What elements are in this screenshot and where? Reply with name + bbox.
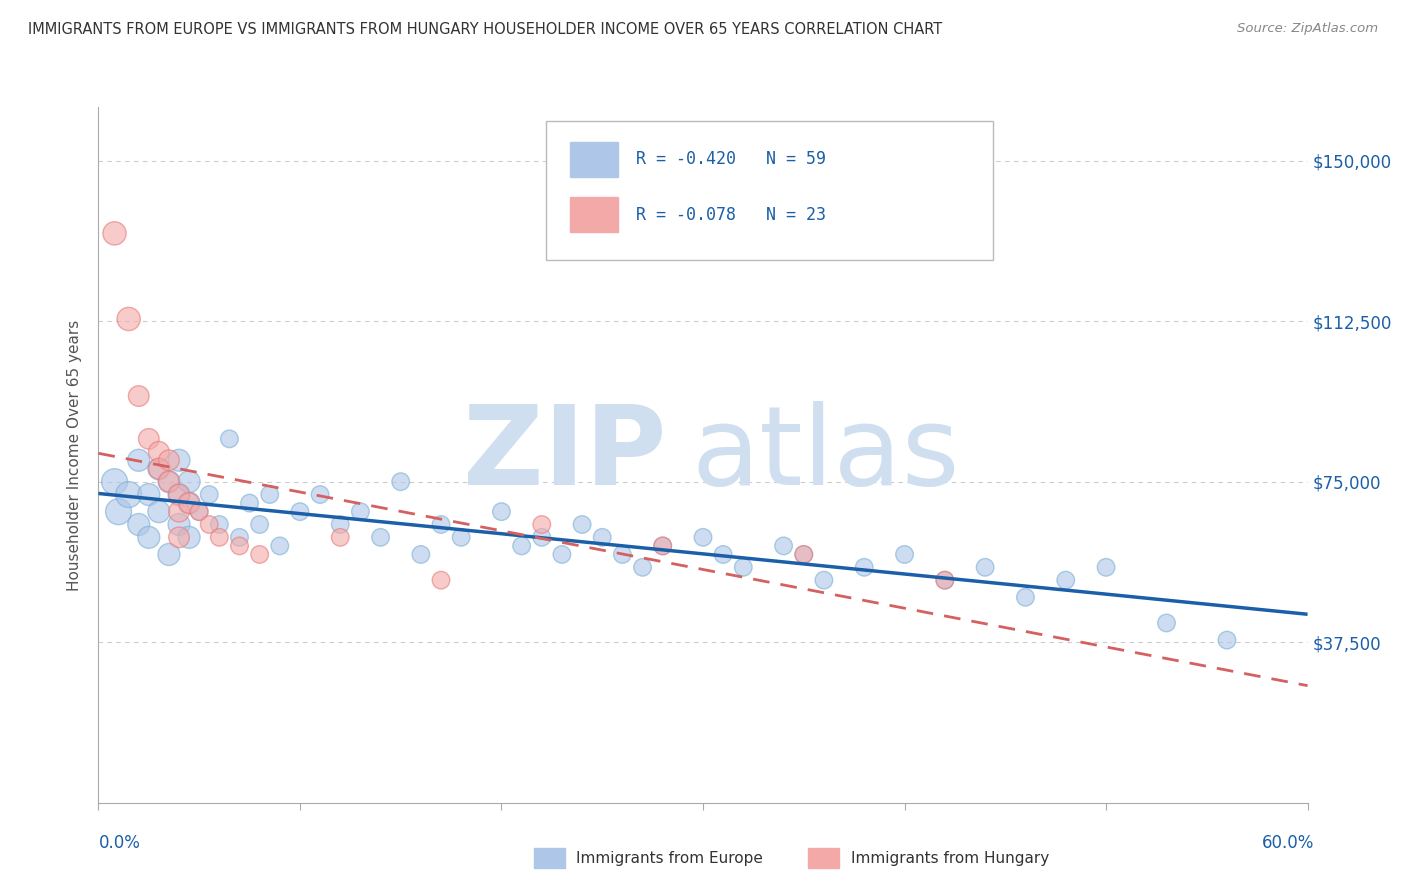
Text: ZIP: ZIP bbox=[464, 401, 666, 508]
Point bbox=[329, 530, 352, 544]
Bar bbox=[569, 197, 619, 232]
Point bbox=[157, 548, 180, 562]
Point bbox=[148, 505, 170, 519]
Point bbox=[107, 505, 129, 519]
Text: Source: ZipAtlas.com: Source: ZipAtlas.com bbox=[1237, 22, 1378, 36]
Text: atlas: atlas bbox=[690, 401, 959, 508]
Point bbox=[711, 548, 734, 562]
Point bbox=[148, 462, 170, 476]
Point bbox=[128, 517, 150, 532]
Point bbox=[259, 487, 281, 501]
Bar bbox=[569, 142, 619, 177]
Point bbox=[157, 453, 180, 467]
Point bbox=[813, 573, 835, 587]
Point bbox=[974, 560, 997, 574]
Point bbox=[1054, 573, 1077, 587]
Point bbox=[793, 548, 815, 562]
Point bbox=[138, 487, 160, 501]
Y-axis label: Householder Income Over 65 years: Householder Income Over 65 years bbox=[67, 319, 83, 591]
Point bbox=[551, 548, 574, 562]
Point bbox=[934, 573, 956, 587]
Point bbox=[733, 560, 755, 574]
Point bbox=[934, 573, 956, 587]
Point bbox=[430, 517, 453, 532]
Point bbox=[118, 487, 141, 501]
Point bbox=[591, 530, 613, 544]
Text: R = -0.078   N = 23: R = -0.078 N = 23 bbox=[637, 206, 827, 224]
Point bbox=[772, 539, 794, 553]
Point bbox=[1014, 591, 1036, 605]
Point bbox=[103, 475, 125, 489]
Point bbox=[179, 475, 201, 489]
Point bbox=[239, 496, 262, 510]
Point bbox=[228, 539, 250, 553]
Point bbox=[103, 227, 125, 241]
Point bbox=[118, 312, 141, 326]
Point bbox=[631, 560, 654, 574]
Point bbox=[853, 560, 876, 574]
Point bbox=[138, 530, 160, 544]
Text: Immigrants from Europe: Immigrants from Europe bbox=[576, 851, 763, 865]
Text: R = -0.420   N = 59: R = -0.420 N = 59 bbox=[637, 150, 827, 169]
FancyBboxPatch shape bbox=[546, 121, 993, 260]
Point bbox=[1095, 560, 1118, 574]
Point bbox=[198, 487, 221, 501]
Point bbox=[128, 453, 150, 467]
Point bbox=[893, 548, 915, 562]
Point bbox=[349, 505, 371, 519]
Point bbox=[128, 389, 150, 403]
Point bbox=[430, 573, 453, 587]
Point bbox=[612, 548, 634, 562]
Point bbox=[167, 487, 190, 501]
Point bbox=[249, 517, 271, 532]
Point bbox=[288, 505, 311, 519]
Point bbox=[208, 517, 231, 532]
Point bbox=[409, 548, 432, 562]
Point bbox=[138, 432, 160, 446]
Point bbox=[148, 444, 170, 458]
Point bbox=[491, 505, 513, 519]
Text: 0.0%: 0.0% bbox=[98, 834, 141, 852]
Point bbox=[167, 505, 190, 519]
Point bbox=[188, 505, 211, 519]
Point bbox=[228, 530, 250, 544]
Point bbox=[309, 487, 332, 501]
Point bbox=[450, 530, 472, 544]
Point bbox=[179, 496, 201, 510]
Point bbox=[1216, 633, 1239, 648]
Point bbox=[179, 530, 201, 544]
Point bbox=[651, 539, 673, 553]
Point bbox=[167, 530, 190, 544]
Point bbox=[793, 548, 815, 562]
Point bbox=[179, 496, 201, 510]
Point bbox=[1156, 615, 1178, 630]
Point bbox=[510, 539, 533, 553]
Point bbox=[148, 462, 170, 476]
Point bbox=[370, 530, 392, 544]
Text: IMMIGRANTS FROM EUROPE VS IMMIGRANTS FROM HUNGARY HOUSEHOLDER INCOME OVER 65 YEA: IMMIGRANTS FROM EUROPE VS IMMIGRANTS FRO… bbox=[28, 22, 942, 37]
Point bbox=[157, 475, 180, 489]
Point bbox=[389, 475, 412, 489]
Point bbox=[167, 453, 190, 467]
Point bbox=[329, 517, 352, 532]
Point bbox=[167, 487, 190, 501]
Point bbox=[269, 539, 291, 553]
Point bbox=[198, 517, 221, 532]
Point bbox=[188, 505, 211, 519]
Point bbox=[167, 517, 190, 532]
Point bbox=[157, 475, 180, 489]
Point bbox=[692, 530, 714, 544]
Point bbox=[571, 517, 593, 532]
Point bbox=[651, 539, 673, 553]
Point bbox=[530, 530, 553, 544]
Point bbox=[208, 530, 231, 544]
Text: Immigrants from Hungary: Immigrants from Hungary bbox=[851, 851, 1049, 865]
Point bbox=[249, 548, 271, 562]
Point bbox=[218, 432, 240, 446]
Text: 60.0%: 60.0% bbox=[1263, 834, 1315, 852]
Point bbox=[530, 517, 553, 532]
